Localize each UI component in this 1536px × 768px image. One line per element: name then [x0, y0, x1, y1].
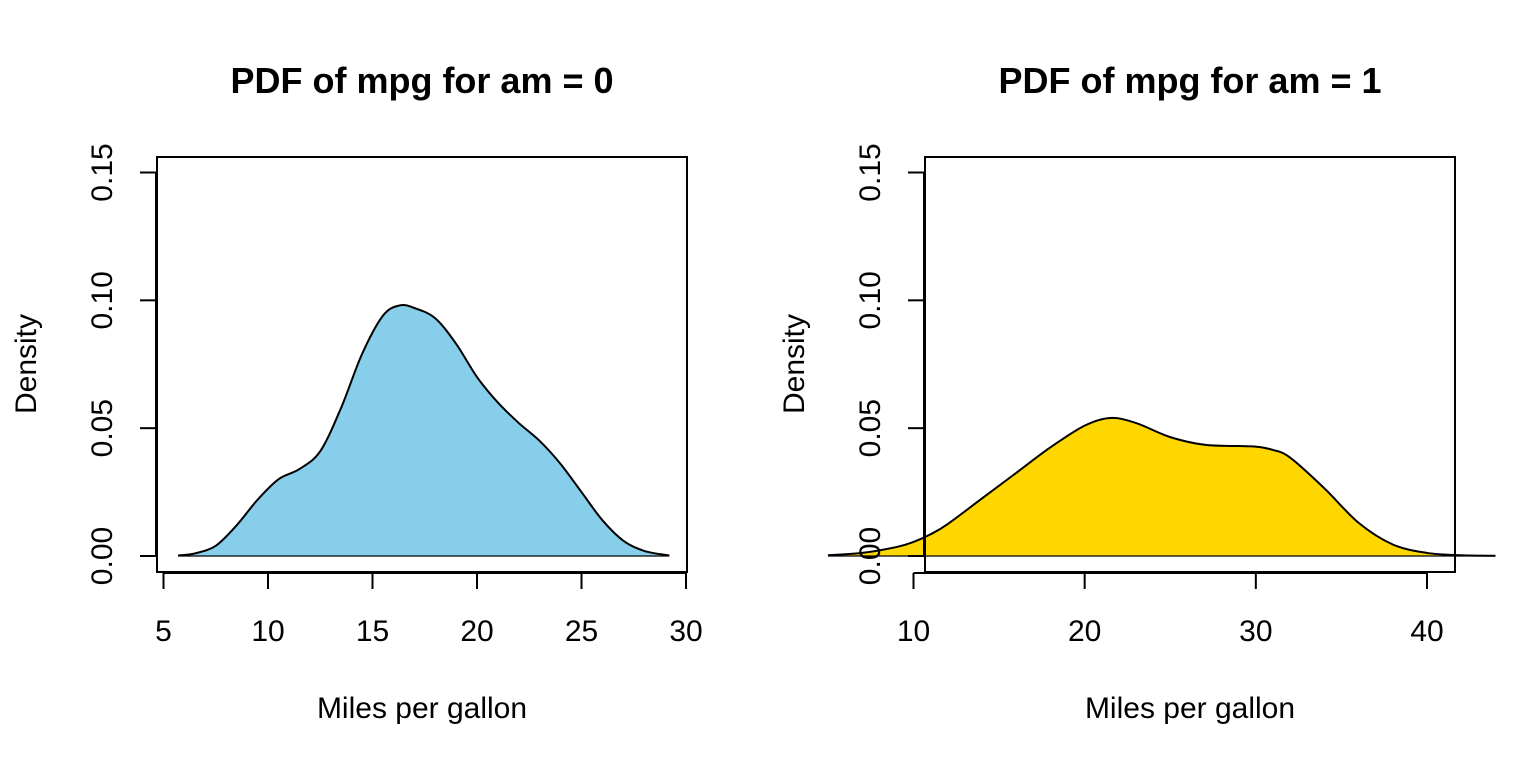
plot-area: 5 10 15 20 25 30 0.00 0.05 0.10 0.15: [86, 143, 703, 648]
chart-title: PDF of mpg for am = 1: [998, 60, 1381, 101]
y-axis-label: Density: [778, 314, 811, 414]
x-tick-label: 5: [155, 615, 172, 648]
chart-panel-right: PDF of mpg for am = 1 Miles per gallon D…: [778, 60, 1496, 725]
x-tick-label: 10: [897, 615, 930, 648]
x-axis-label: Miles per gallon: [317, 692, 527, 725]
x-tick-label: 15: [356, 615, 389, 648]
y-tick-label: 0.10: [86, 271, 119, 329]
x-tick-label: 40: [1410, 615, 1443, 648]
density-fill: [178, 305, 670, 556]
y-tick-label: 0.05: [854, 399, 887, 457]
y-tick-label: 0.15: [86, 143, 119, 201]
y-tick-label: 0.00: [86, 527, 119, 585]
plot-area: 10 20 30 40 0.00 0.05 0.10 0.15: [827, 143, 1496, 648]
y-tick-label: 0.15: [854, 143, 887, 201]
density-fill: [827, 417, 1496, 556]
x-tick-label: 10: [251, 615, 284, 648]
x-tick-label: 20: [460, 615, 493, 648]
x-axis-label: Miles per gallon: [1085, 692, 1295, 725]
density-curve: [178, 304, 670, 557]
density-curve: [827, 416, 1496, 557]
chart-title: PDF of mpg for am = 0: [230, 60, 613, 101]
y-tick-label: 0.00: [854, 527, 887, 585]
y-tick-label: 0.10: [854, 271, 887, 329]
x-tick-label: 30: [1239, 615, 1272, 648]
y-axis-label: Density: [10, 314, 43, 414]
x-tick-label: 30: [669, 615, 702, 648]
x-tick-label: 20: [1068, 615, 1101, 648]
x-tick-label: 25: [565, 615, 598, 648]
chart-panel-left: PDF of mpg for am = 0 Miles per gallon D…: [10, 60, 703, 725]
y-tick-label: 0.05: [86, 399, 119, 457]
